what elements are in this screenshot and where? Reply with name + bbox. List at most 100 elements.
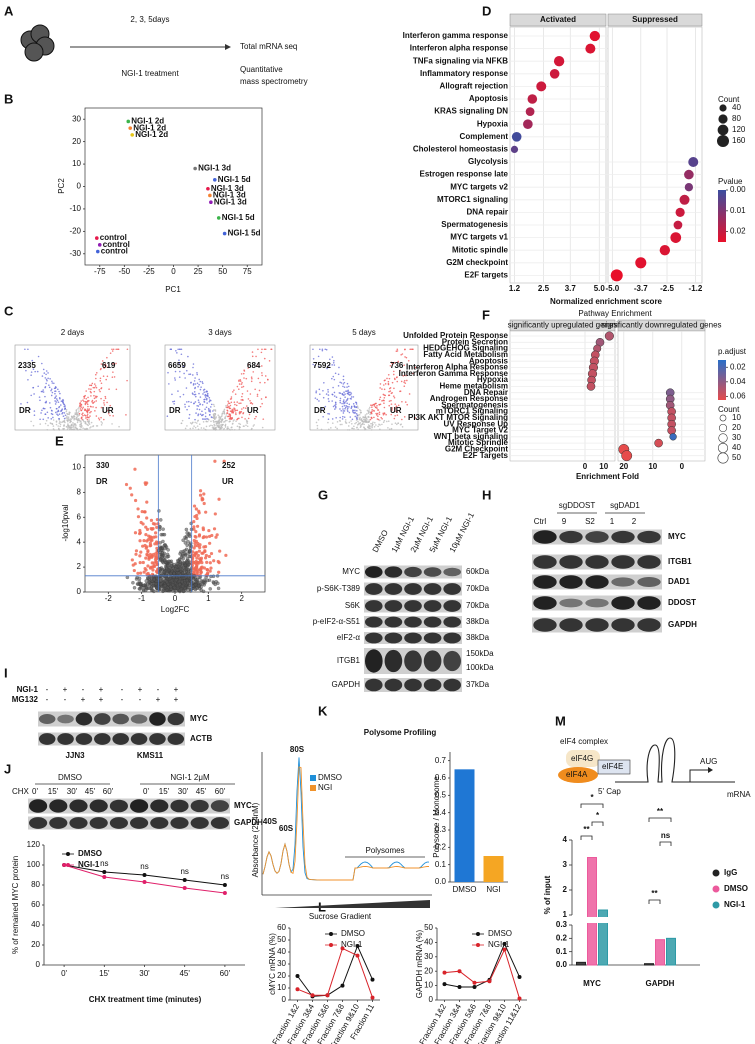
scatter-dot <box>56 399 59 402</box>
series-marker <box>182 878 187 882</box>
scatter-dot <box>55 411 57 414</box>
scatter-dot <box>205 420 208 423</box>
dot <box>684 169 694 180</box>
scatter-dot <box>172 571 176 576</box>
scatter-dot <box>383 394 386 396</box>
scatter-dot <box>321 408 324 410</box>
scatter-dot <box>197 509 201 513</box>
scatter-dot <box>201 589 206 594</box>
scatter-dot <box>217 426 219 428</box>
scatter-dot <box>208 400 211 403</box>
x-tick-label: 50 <box>218 267 227 276</box>
scatter-dot <box>359 411 362 414</box>
point <box>213 177 217 182</box>
sign: + <box>99 685 104 694</box>
scatter-dot <box>371 406 373 408</box>
scatter-dot <box>321 349 324 352</box>
scatter-dot <box>388 400 391 402</box>
scatter-dot <box>105 378 107 381</box>
plot-frame <box>309 344 419 431</box>
x-tick-label: 0 <box>173 594 178 603</box>
scatter-dot <box>226 409 229 412</box>
size-label: 60kDa <box>466 567 490 576</box>
scatter-dot <box>342 393 344 396</box>
scatter-dot <box>193 402 195 404</box>
scatter-dot <box>350 398 353 400</box>
blot-band <box>69 817 88 829</box>
bar <box>454 769 475 882</box>
scatter-dot <box>34 370 36 373</box>
scatter-dot <box>198 383 200 386</box>
y-tick-label: 30 <box>277 959 286 968</box>
scatter-dot <box>197 414 199 417</box>
scatter-dot <box>379 383 382 385</box>
scatter-dot <box>181 419 184 422</box>
scatter-dot <box>382 413 385 416</box>
scatter-dot <box>51 380 53 383</box>
row-label: Hypoxia <box>477 375 509 384</box>
scatter-dot <box>178 567 183 571</box>
scatter-dot <box>346 397 349 400</box>
scatter-dot <box>141 522 145 526</box>
blot-band <box>130 733 148 745</box>
label: AUG <box>700 757 717 766</box>
scatter-dot <box>116 348 119 351</box>
row-label: Spermatogenesis <box>441 400 508 409</box>
scatter-dot <box>58 422 61 425</box>
scatter-dot <box>30 394 32 397</box>
x-tick-label: 25 <box>194 267 203 276</box>
scatter-dot <box>209 410 212 413</box>
scatter-dot <box>251 377 253 380</box>
scatter-dot <box>390 392 393 395</box>
scatter-dot <box>199 396 202 398</box>
legend-marker <box>66 852 70 856</box>
scatter-dot <box>99 390 101 393</box>
scatter-dot <box>151 552 156 557</box>
scatter-dot <box>373 426 376 428</box>
scatter-dot <box>209 409 211 411</box>
scatter-dot <box>184 377 186 379</box>
blot-band <box>637 577 661 587</box>
scatter-dot <box>359 409 362 412</box>
significance-label: ns <box>140 862 148 871</box>
blot-band <box>130 714 148 724</box>
lane-label: 9 <box>562 517 567 526</box>
axis-title: Polysome / Monosome <box>432 776 441 858</box>
significance-bracket <box>648 899 661 904</box>
scatter-dot <box>249 402 252 404</box>
scatter-dot <box>53 387 56 390</box>
y-tick-label: 0.6 <box>435 773 447 782</box>
scatter-dot <box>259 405 262 408</box>
scatter-dot <box>221 414 223 416</box>
sign: - <box>121 685 124 694</box>
scatter-dot <box>75 409 78 412</box>
scatter-dot <box>239 380 242 382</box>
scatter-dot <box>150 561 154 565</box>
scatter-dot <box>350 420 352 422</box>
dot <box>675 207 685 217</box>
legend-title: Pvalue <box>718 177 743 186</box>
scatter-dot <box>230 418 233 420</box>
scatter-dot <box>353 405 356 407</box>
scatter-dot <box>92 425 94 428</box>
lane-label: 10μM NGI-1 <box>448 511 477 554</box>
scatter-dot <box>229 414 231 416</box>
scatter-dot <box>365 417 367 419</box>
scatter-dot <box>196 544 200 548</box>
scatter-dot <box>145 481 149 485</box>
scatter-dot <box>97 417 100 419</box>
scatter-dot <box>242 372 245 375</box>
size-key-label: 30 <box>732 433 741 442</box>
scatter-dot <box>350 396 353 398</box>
scatter-dot <box>382 421 385 424</box>
scatter-dot <box>394 403 397 405</box>
size-key <box>716 134 730 148</box>
scatter-dot <box>204 408 206 411</box>
blot-band <box>384 583 403 595</box>
x-tick-label: -5.0 <box>605 284 619 293</box>
scatter-dot <box>376 404 378 407</box>
scatter-dot <box>30 371 33 373</box>
scatter-dot <box>350 406 353 408</box>
scatter-dot <box>138 554 142 558</box>
scatter-dot <box>346 405 349 408</box>
